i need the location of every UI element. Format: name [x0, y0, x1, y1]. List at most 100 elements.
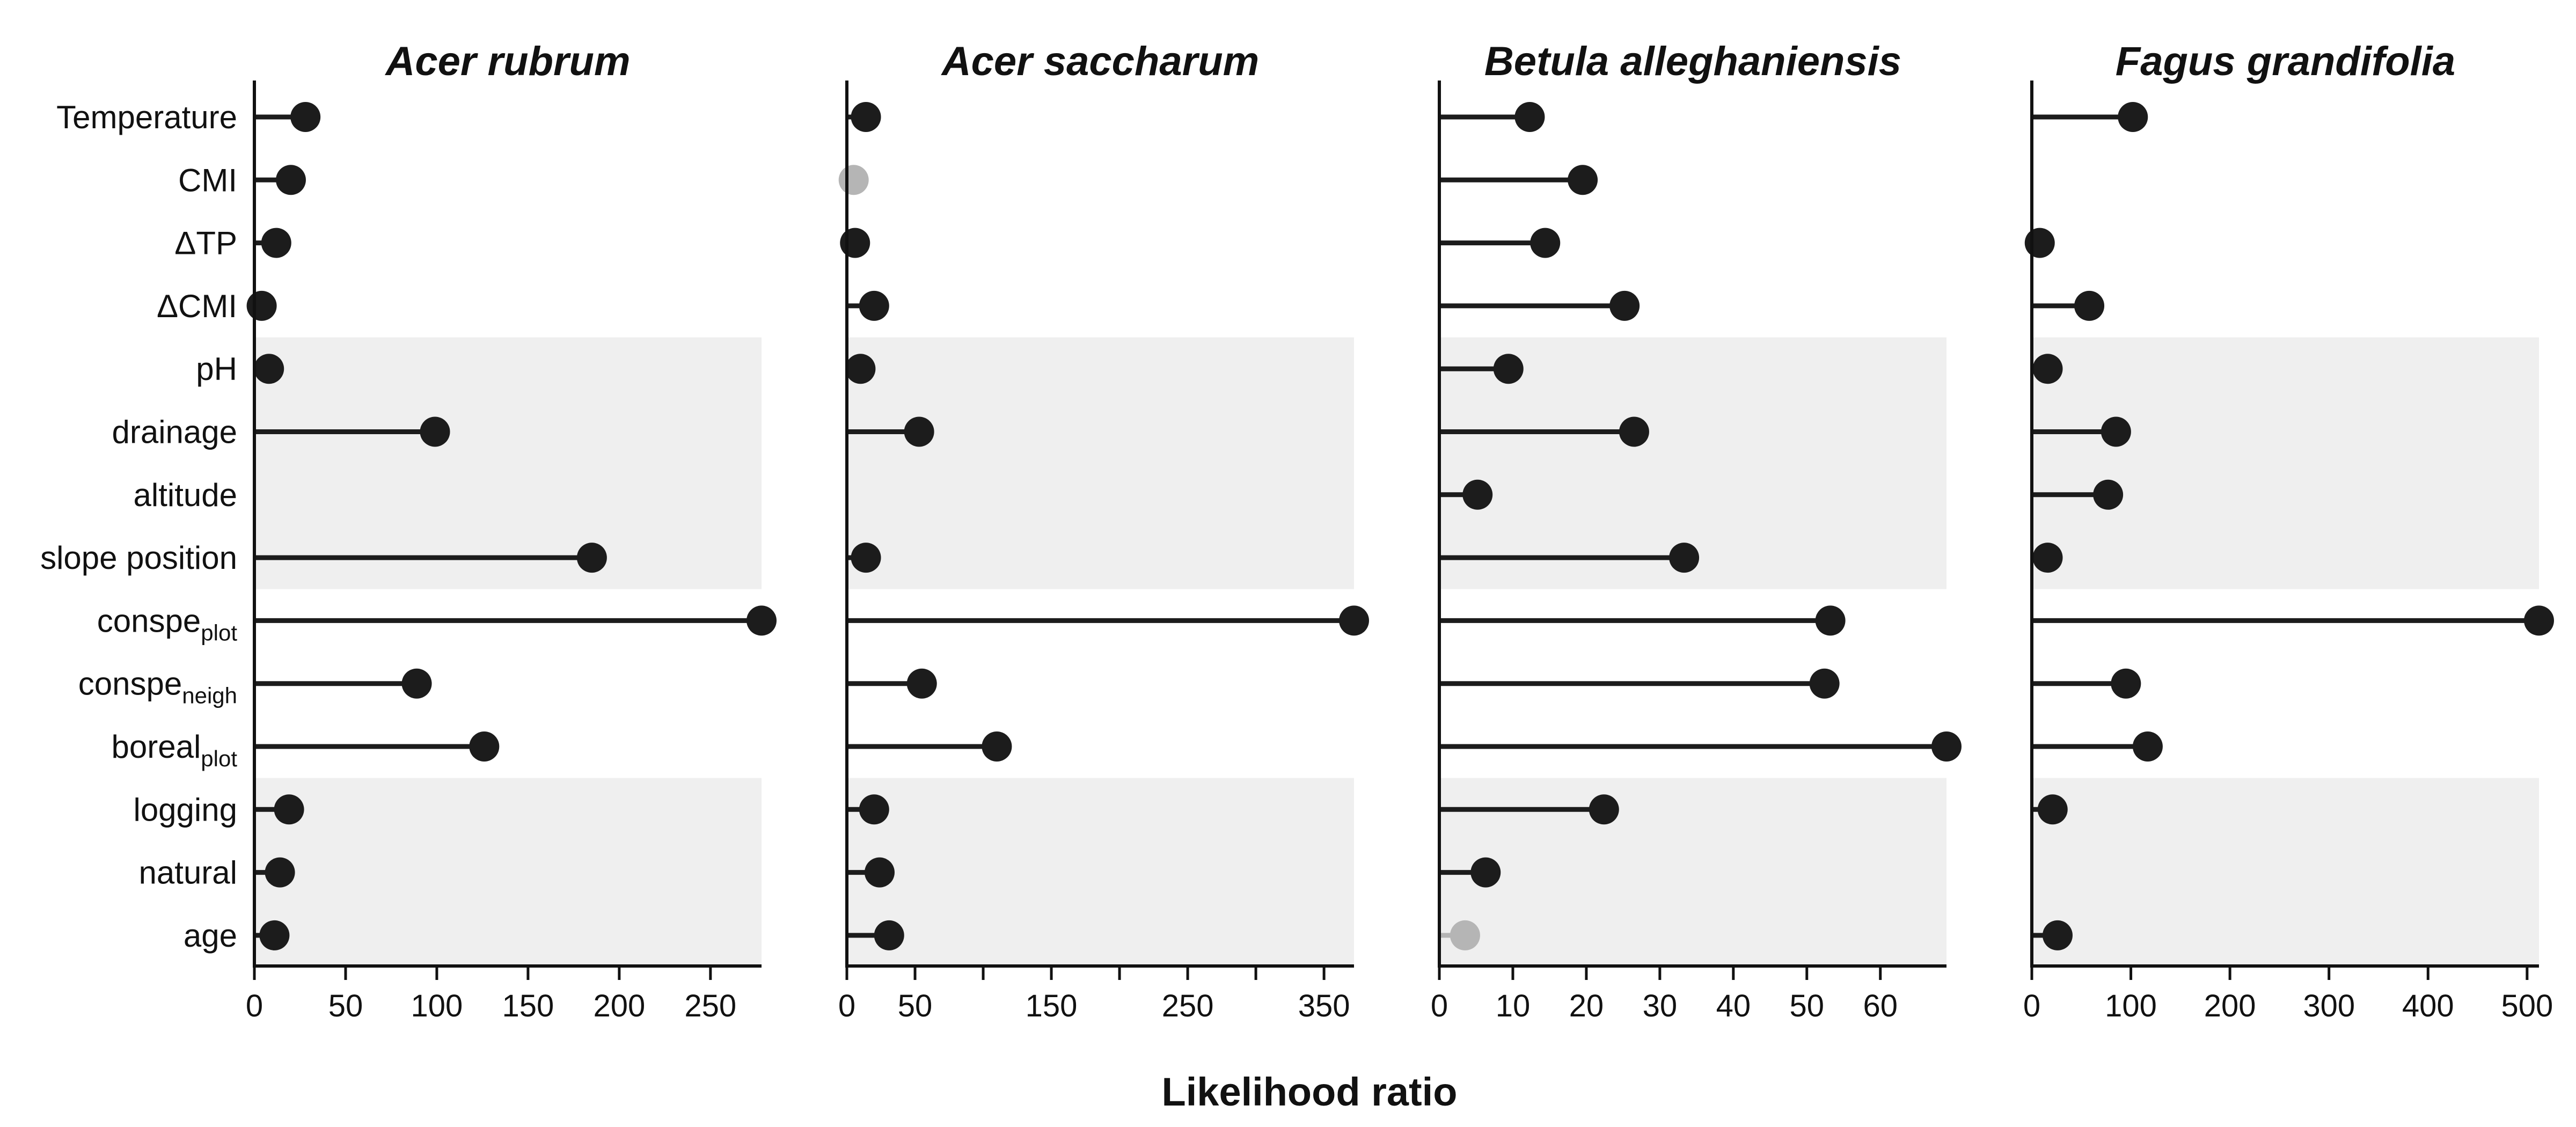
lollipop-point: [2037, 794, 2068, 825]
lollipop-point: [904, 416, 934, 447]
x-tick-label: 50: [1790, 989, 1825, 1023]
y-tick-label: CMI: [178, 162, 237, 198]
lollipop-point: [576, 543, 607, 573]
shaded-group-band: [847, 778, 1354, 967]
y-tick-label: ΔTP: [174, 225, 237, 261]
x-tick-label: 50: [898, 989, 933, 1023]
lollipop-point: [851, 543, 881, 573]
x-tick-label: 60: [1863, 989, 1898, 1023]
y-tick-label: conspeneigh: [78, 666, 237, 708]
lollipop-point: [874, 920, 904, 950]
x-tick-label: 0: [838, 989, 855, 1023]
lollipop-point: [1470, 857, 1501, 888]
y-tick-label: natural: [139, 855, 237, 891]
lollipop-point: [261, 228, 291, 258]
lollipop-point: [1462, 479, 1493, 510]
panel-3: Betula alleghaniensis 0 10 20 30 40 50 60: [1431, 39, 1962, 1023]
x-axis-label: Likelihood ratio: [1162, 1070, 1458, 1114]
lollipop-point: [2032, 354, 2063, 384]
x-tick-label: 200: [593, 989, 645, 1023]
lollipop-point: [838, 165, 869, 195]
lollipop-point: [1450, 920, 1480, 950]
lollipop-point: [2101, 416, 2131, 447]
x-tick-label: 100: [411, 989, 463, 1023]
y-tick-label: borealplot: [111, 729, 237, 771]
lollipop-point: [747, 605, 777, 636]
lollipop-point: [2111, 668, 2141, 699]
shaded-group-band: [847, 337, 1354, 589]
lollipop-point: [246, 290, 277, 321]
lollipop-point: [845, 354, 876, 384]
y-tick-label-subscript: plot: [201, 746, 237, 771]
y-tick-label: conspeplot: [97, 603, 238, 645]
lollipop-point: [1530, 228, 1561, 258]
y-tick-label-subscript: neigh: [182, 683, 237, 708]
x-tick-label: 20: [1569, 989, 1604, 1023]
y-tick-label: age: [184, 918, 237, 954]
x-tick-label: 40: [1716, 989, 1751, 1023]
shaded-group-band: [254, 778, 762, 967]
lollipop-point: [1493, 354, 1524, 384]
x-tick-label: 250: [684, 989, 736, 1023]
panel-1: Acer rubrum 0 50 100 150 200 250: [246, 39, 777, 1023]
y-tick-label: pH: [196, 351, 237, 387]
panel-title: Fagus grandifolia: [2116, 39, 2455, 84]
lollipop-point: [1815, 605, 1846, 636]
lollipop-point: [2042, 920, 2073, 950]
lollipop-point: [906, 668, 937, 699]
x-tick-label: 150: [502, 989, 554, 1023]
y-tick-label: drainage: [112, 414, 237, 450]
lollipop-point: [420, 416, 450, 447]
lollipop-point: [1339, 605, 1369, 636]
lollipop-point: [1619, 416, 1649, 447]
x-tick-label: 10: [1496, 989, 1531, 1023]
lollipop-point: [259, 920, 290, 950]
lollipop-point: [401, 668, 432, 699]
x-tick-label: 200: [2204, 989, 2256, 1023]
lollipop-point: [2024, 228, 2055, 258]
shaded-group-band: [2032, 778, 2539, 967]
x-tick-label: 150: [1026, 989, 1078, 1023]
lollipop-point: [2093, 479, 2124, 510]
lollipop-point: [2032, 543, 2063, 573]
lollipop-point: [2074, 290, 2105, 321]
lollipop-point: [254, 354, 284, 384]
lollipop-point: [274, 794, 304, 825]
x-tick-label: 50: [328, 989, 363, 1023]
lollipop-point: [290, 102, 321, 132]
x-tick-label: 0: [246, 989, 263, 1023]
lollipop-point: [2132, 731, 2163, 762]
lollipop-point: [1669, 543, 1700, 573]
lollipop-point: [469, 731, 500, 762]
lollipop-point: [1809, 668, 1840, 699]
lollipop-point: [2118, 102, 2148, 132]
panel-title: Acer saccharum: [941, 39, 1259, 84]
shaded-group-band: [254, 337, 762, 589]
panels-layer: Temperature CMI ΔTP ΔCMI pH drainage altitude s…: [40, 39, 2554, 1023]
lollipop-point: [840, 228, 870, 258]
lollipop-point: [864, 857, 895, 888]
shaded-group-band: [2032, 337, 2539, 589]
lollipop-point: [1931, 731, 1962, 762]
lollipop-point: [851, 102, 881, 132]
x-tick-label: 500: [2501, 989, 2553, 1023]
x-tick-label: 400: [2402, 989, 2454, 1023]
y-axis-labels: Temperature CMI ΔTP ΔCMI pH drainage altitude s…: [40, 99, 237, 954]
lollipop-point: [859, 794, 889, 825]
y-tick-label: ΔCMI: [157, 288, 237, 324]
lollipop-point: [265, 857, 295, 888]
y-tick-label: logging: [133, 792, 237, 828]
lollipop-point: [1568, 165, 1598, 195]
lollipop-point: [859, 290, 889, 321]
x-tick-label: 100: [2105, 989, 2157, 1023]
panel-2: Acer saccharum 0 50 150 250 350: [838, 39, 1369, 1023]
y-tick-label-subscript: plot: [201, 620, 237, 645]
y-tick-label: slope position: [40, 540, 237, 576]
lollipop-point: [275, 165, 306, 195]
panel-4: Fagus grandifolia 0 100 200 300 400 500: [2023, 39, 2554, 1023]
x-tick-label: 250: [1162, 989, 1214, 1023]
x-tick-label: 30: [1643, 989, 1678, 1023]
y-tick-label: altitude: [134, 477, 237, 513]
lollipop-point: [1589, 794, 1619, 825]
